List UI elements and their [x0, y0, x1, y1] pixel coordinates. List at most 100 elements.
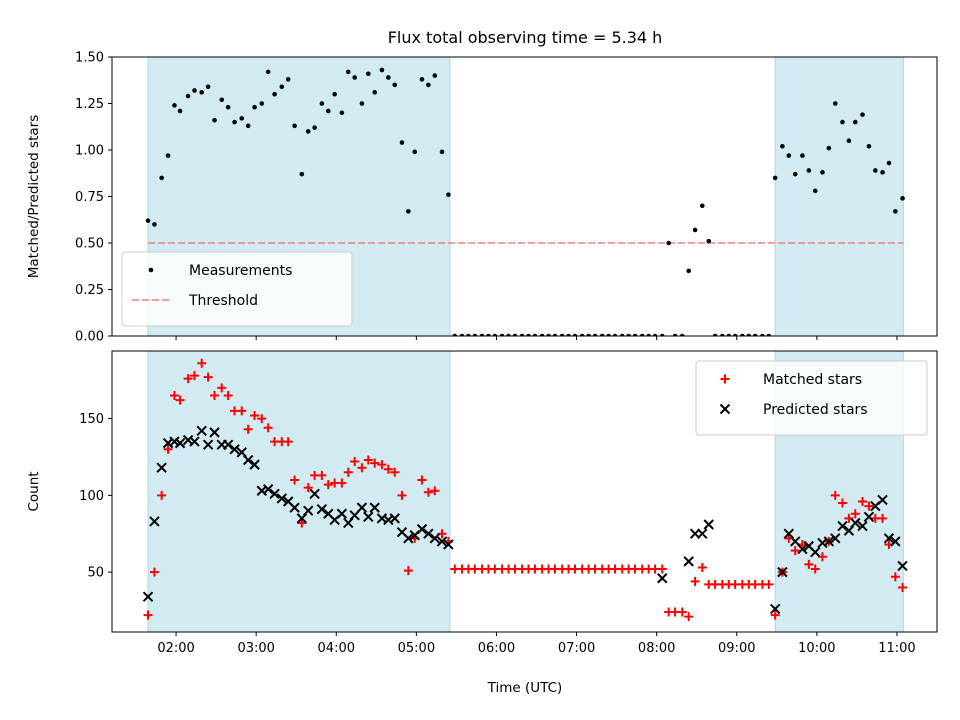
legend: Measurements Threshold: [121, 251, 353, 327]
data-point: [863, 511, 875, 523]
data-point: [823, 536, 835, 547]
data-point: [370, 458, 380, 468]
data-point: [726, 333, 732, 336]
data-point: [810, 546, 821, 558]
data-point: [197, 358, 207, 368]
data-point: [229, 444, 240, 455]
data-point: [830, 490, 840, 500]
data-point: [832, 101, 838, 106]
data-point: [432, 73, 438, 78]
data-point: [143, 610, 153, 620]
data-point: [262, 483, 274, 495]
ratio-panel: 0.00 0.25 0.50 0.75 1.00 1.25 1.50 Matched/Pred…: [26, 51, 938, 345]
data-point: [292, 123, 297, 129]
data-point: [285, 77, 291, 82]
data-point: [175, 395, 185, 405]
data-point: [886, 160, 892, 166]
data-point: [269, 488, 280, 500]
data-point: [810, 564, 820, 574]
data-point: [572, 333, 578, 336]
data-point: [492, 333, 498, 336]
data-point: [890, 536, 901, 547]
data-point: [305, 129, 311, 134]
y-axis-label: Count: [26, 471, 42, 511]
data-point: [846, 138, 852, 143]
data-point: [174, 437, 186, 449]
data-point: [858, 496, 868, 506]
data-point: [202, 439, 214, 450]
data-point: [857, 520, 868, 532]
data-point: [190, 371, 199, 381]
data-point: [359, 101, 365, 106]
data-point: [303, 483, 313, 493]
data-point: [290, 475, 300, 485]
observing-window: [775, 57, 904, 336]
x-tick-label: 06:00: [478, 641, 515, 656]
data-point: [323, 480, 333, 490]
data-point: [526, 333, 531, 336]
data-point: [486, 333, 491, 336]
data-point: [417, 475, 427, 485]
data-point: [883, 533, 895, 544]
x-tick-label: 05:00: [398, 641, 435, 656]
data-point: [163, 444, 173, 454]
data-point: [185, 93, 191, 99]
data-point: [539, 333, 545, 336]
data-point: [212, 117, 217, 123]
data-point: [479, 333, 485, 336]
x-tick-label: 10:00: [798, 641, 835, 656]
data-point: [459, 333, 465, 336]
data-point: [356, 502, 368, 513]
data-point: [766, 333, 772, 336]
data-point: [452, 333, 458, 336]
data-point: [519, 333, 525, 336]
data-point: [746, 333, 752, 336]
data-point: [297, 518, 307, 528]
data-point: [893, 209, 898, 214]
data-point: [403, 533, 414, 544]
data-point: [890, 572, 900, 582]
legend: Matched stars Predicted stars: [695, 360, 928, 436]
y-tick-label: 100: [79, 489, 104, 504]
data-point: [142, 591, 154, 602]
data-point: [770, 610, 780, 620]
data-point: [357, 463, 367, 473]
data-point: [209, 427, 220, 438]
data-point: [559, 333, 565, 336]
data-point: [812, 188, 818, 194]
data-point: [149, 567, 159, 577]
x-tick-label: 03:00: [237, 641, 274, 656]
data-point: [853, 119, 858, 125]
data-point: [303, 505, 314, 516]
data-point: [652, 333, 658, 336]
data-point: [403, 566, 413, 576]
y-tick-label: 1.50: [75, 51, 104, 66]
data-point: [732, 333, 738, 336]
data-point: [343, 467, 353, 477]
data-point: [386, 75, 391, 80]
y-tick-label: 1.25: [75, 97, 104, 112]
data-point: [225, 104, 231, 110]
data-point: [657, 564, 667, 574]
data-point: [439, 149, 445, 155]
series-predicted-stars: [142, 425, 908, 615]
data-point: [792, 171, 798, 177]
data-point: [319, 101, 325, 106]
data-point: [250, 410, 260, 420]
y-tick-label: 0.25: [75, 283, 104, 298]
data-point: [706, 238, 712, 244]
data-point: [683, 556, 694, 567]
data-point: [263, 423, 273, 433]
data-point: [390, 467, 400, 477]
data-point: [259, 101, 265, 106]
data-point: [183, 374, 193, 384]
data-point: [157, 490, 167, 500]
data-point: [237, 406, 247, 416]
data-point: [659, 333, 665, 336]
data-point: [332, 91, 337, 97]
y-tick-label: 0.00: [75, 330, 104, 345]
data-point: [864, 501, 874, 511]
data-point: [210, 391, 220, 401]
data-point: [426, 82, 431, 88]
data-point: [172, 103, 177, 108]
